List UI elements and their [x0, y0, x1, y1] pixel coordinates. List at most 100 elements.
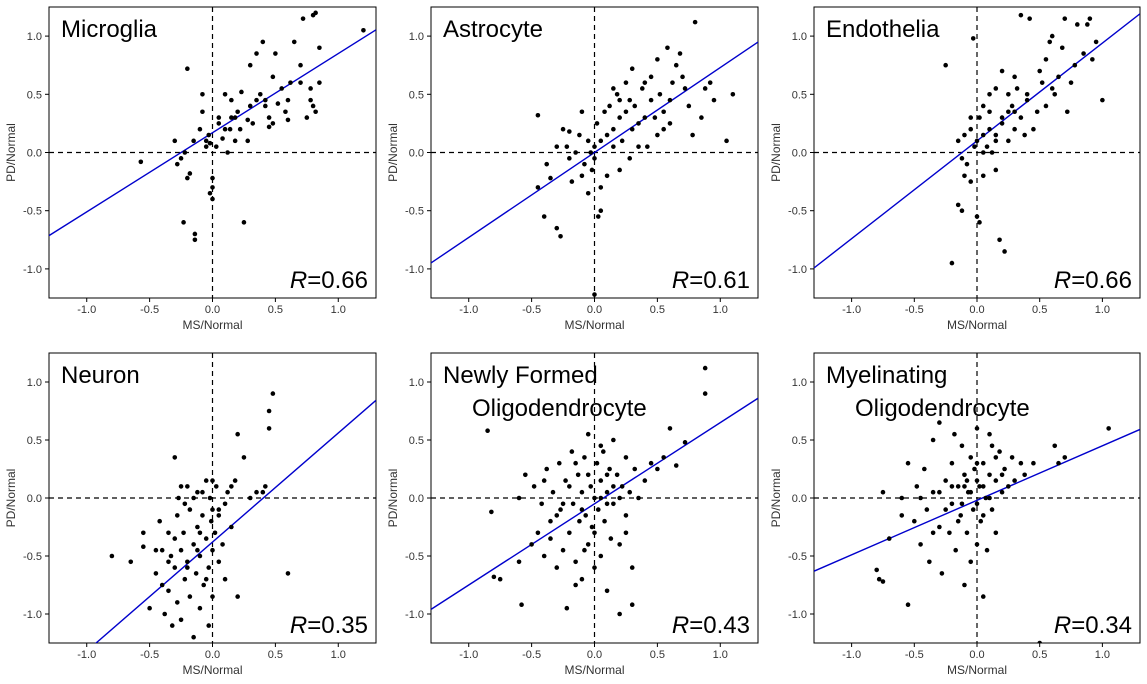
data-point	[213, 144, 219, 149]
x-tick-label: 1.0	[1095, 304, 1110, 316]
data-point	[489, 509, 494, 515]
data-point	[648, 74, 654, 80]
data-point	[1043, 103, 1049, 109]
data-point	[993, 138, 999, 144]
y-tick-label: -1.0	[405, 609, 424, 621]
y-axis-label: PD/Normal	[4, 469, 18, 528]
data-point	[141, 544, 146, 550]
y-tick-label: -1.0	[788, 609, 807, 621]
data-point	[178, 617, 184, 623]
data-point	[166, 559, 171, 565]
data-point	[930, 437, 936, 443]
panel-title: Astrocyte	[443, 16, 543, 43]
data-point	[943, 62, 948, 68]
data-point	[922, 466, 927, 472]
data-point	[247, 495, 253, 501]
y-axis-label: PD/Normal	[769, 123, 783, 182]
data-point	[191, 634, 196, 640]
data-point	[964, 530, 970, 536]
data-point	[266, 115, 272, 120]
data-point	[174, 600, 180, 605]
data-point	[185, 559, 190, 565]
data-point	[997, 449, 1002, 454]
data-point	[989, 507, 995, 512]
data-point	[187, 171, 193, 176]
data-point	[657, 92, 663, 97]
data-point	[974, 138, 980, 144]
data-point	[195, 547, 200, 553]
data-point	[943, 478, 948, 483]
data-point	[876, 576, 882, 582]
data-point	[1100, 97, 1105, 103]
correlation-label: R=0.35	[290, 612, 368, 639]
data-point	[192, 237, 198, 243]
data-point	[579, 489, 585, 495]
data-point	[648, 460, 654, 466]
regression-line	[431, 41, 758, 264]
data-point	[109, 553, 115, 559]
correlation-symbol: R	[672, 612, 689, 639]
data-point	[153, 547, 159, 553]
data-point	[172, 138, 178, 144]
data-point	[598, 495, 604, 501]
data-point	[989, 150, 995, 155]
data-point	[1031, 460, 1036, 466]
data-point	[245, 138, 251, 144]
x-tick-label: 0.5	[268, 304, 283, 316]
data-point	[200, 513, 205, 518]
data-point	[1072, 62, 1078, 68]
data-point	[886, 536, 892, 541]
y-tick-label: 0.5	[27, 435, 42, 447]
data-point	[197, 530, 203, 536]
data-point	[138, 159, 144, 165]
data-point	[232, 138, 238, 144]
data-point	[974, 214, 980, 219]
panel-5: -1.0 -0.5 0.0 0.5 1.0 -1.0 -0.5 0.0 0.5 1.0 MS/Nor…	[386, 352, 759, 677]
x-tick-label: -1.0	[77, 304, 96, 316]
data-point	[579, 109, 585, 115]
data-point	[987, 92, 992, 97]
data-point	[185, 175, 190, 181]
data-point	[968, 489, 974, 495]
data-point	[912, 518, 917, 524]
data-point	[611, 86, 616, 91]
data-point	[1018, 460, 1024, 466]
data-point	[225, 489, 230, 495]
data-point	[999, 68, 1005, 74]
data-point	[569, 179, 575, 184]
data-point	[949, 501, 955, 507]
data-point	[655, 466, 660, 472]
data-point	[955, 138, 961, 144]
data-point	[680, 74, 685, 80]
data-point	[595, 214, 601, 219]
data-point	[1006, 138, 1011, 144]
data-point	[604, 132, 610, 138]
data-point	[629, 126, 635, 132]
data-point	[147, 605, 152, 611]
data-point	[266, 426, 272, 431]
data-point	[227, 126, 233, 132]
x-axis-label: MS/Normal	[947, 663, 1007, 677]
data-point	[652, 115, 658, 120]
y-tick-label: 0.5	[409, 89, 424, 101]
data-point	[288, 80, 293, 85]
data-point	[972, 144, 977, 149]
data-point	[999, 115, 1005, 120]
data-point	[1039, 80, 1045, 85]
data-point	[692, 19, 698, 25]
y-tick-label: 0.5	[792, 89, 807, 101]
data-point	[619, 138, 625, 144]
data-point	[983, 495, 989, 501]
data-point	[930, 489, 936, 495]
data-point	[993, 530, 999, 536]
data-point	[661, 455, 666, 460]
data-point	[270, 121, 276, 126]
y-tick-label: -0.5	[788, 206, 807, 218]
data-point	[968, 455, 974, 460]
data-point	[984, 144, 990, 149]
data-point	[216, 559, 222, 565]
panel-title: Oligodendrocyte	[472, 395, 647, 422]
data-point	[1059, 45, 1065, 51]
data-point	[667, 426, 673, 431]
data-point	[598, 553, 604, 559]
